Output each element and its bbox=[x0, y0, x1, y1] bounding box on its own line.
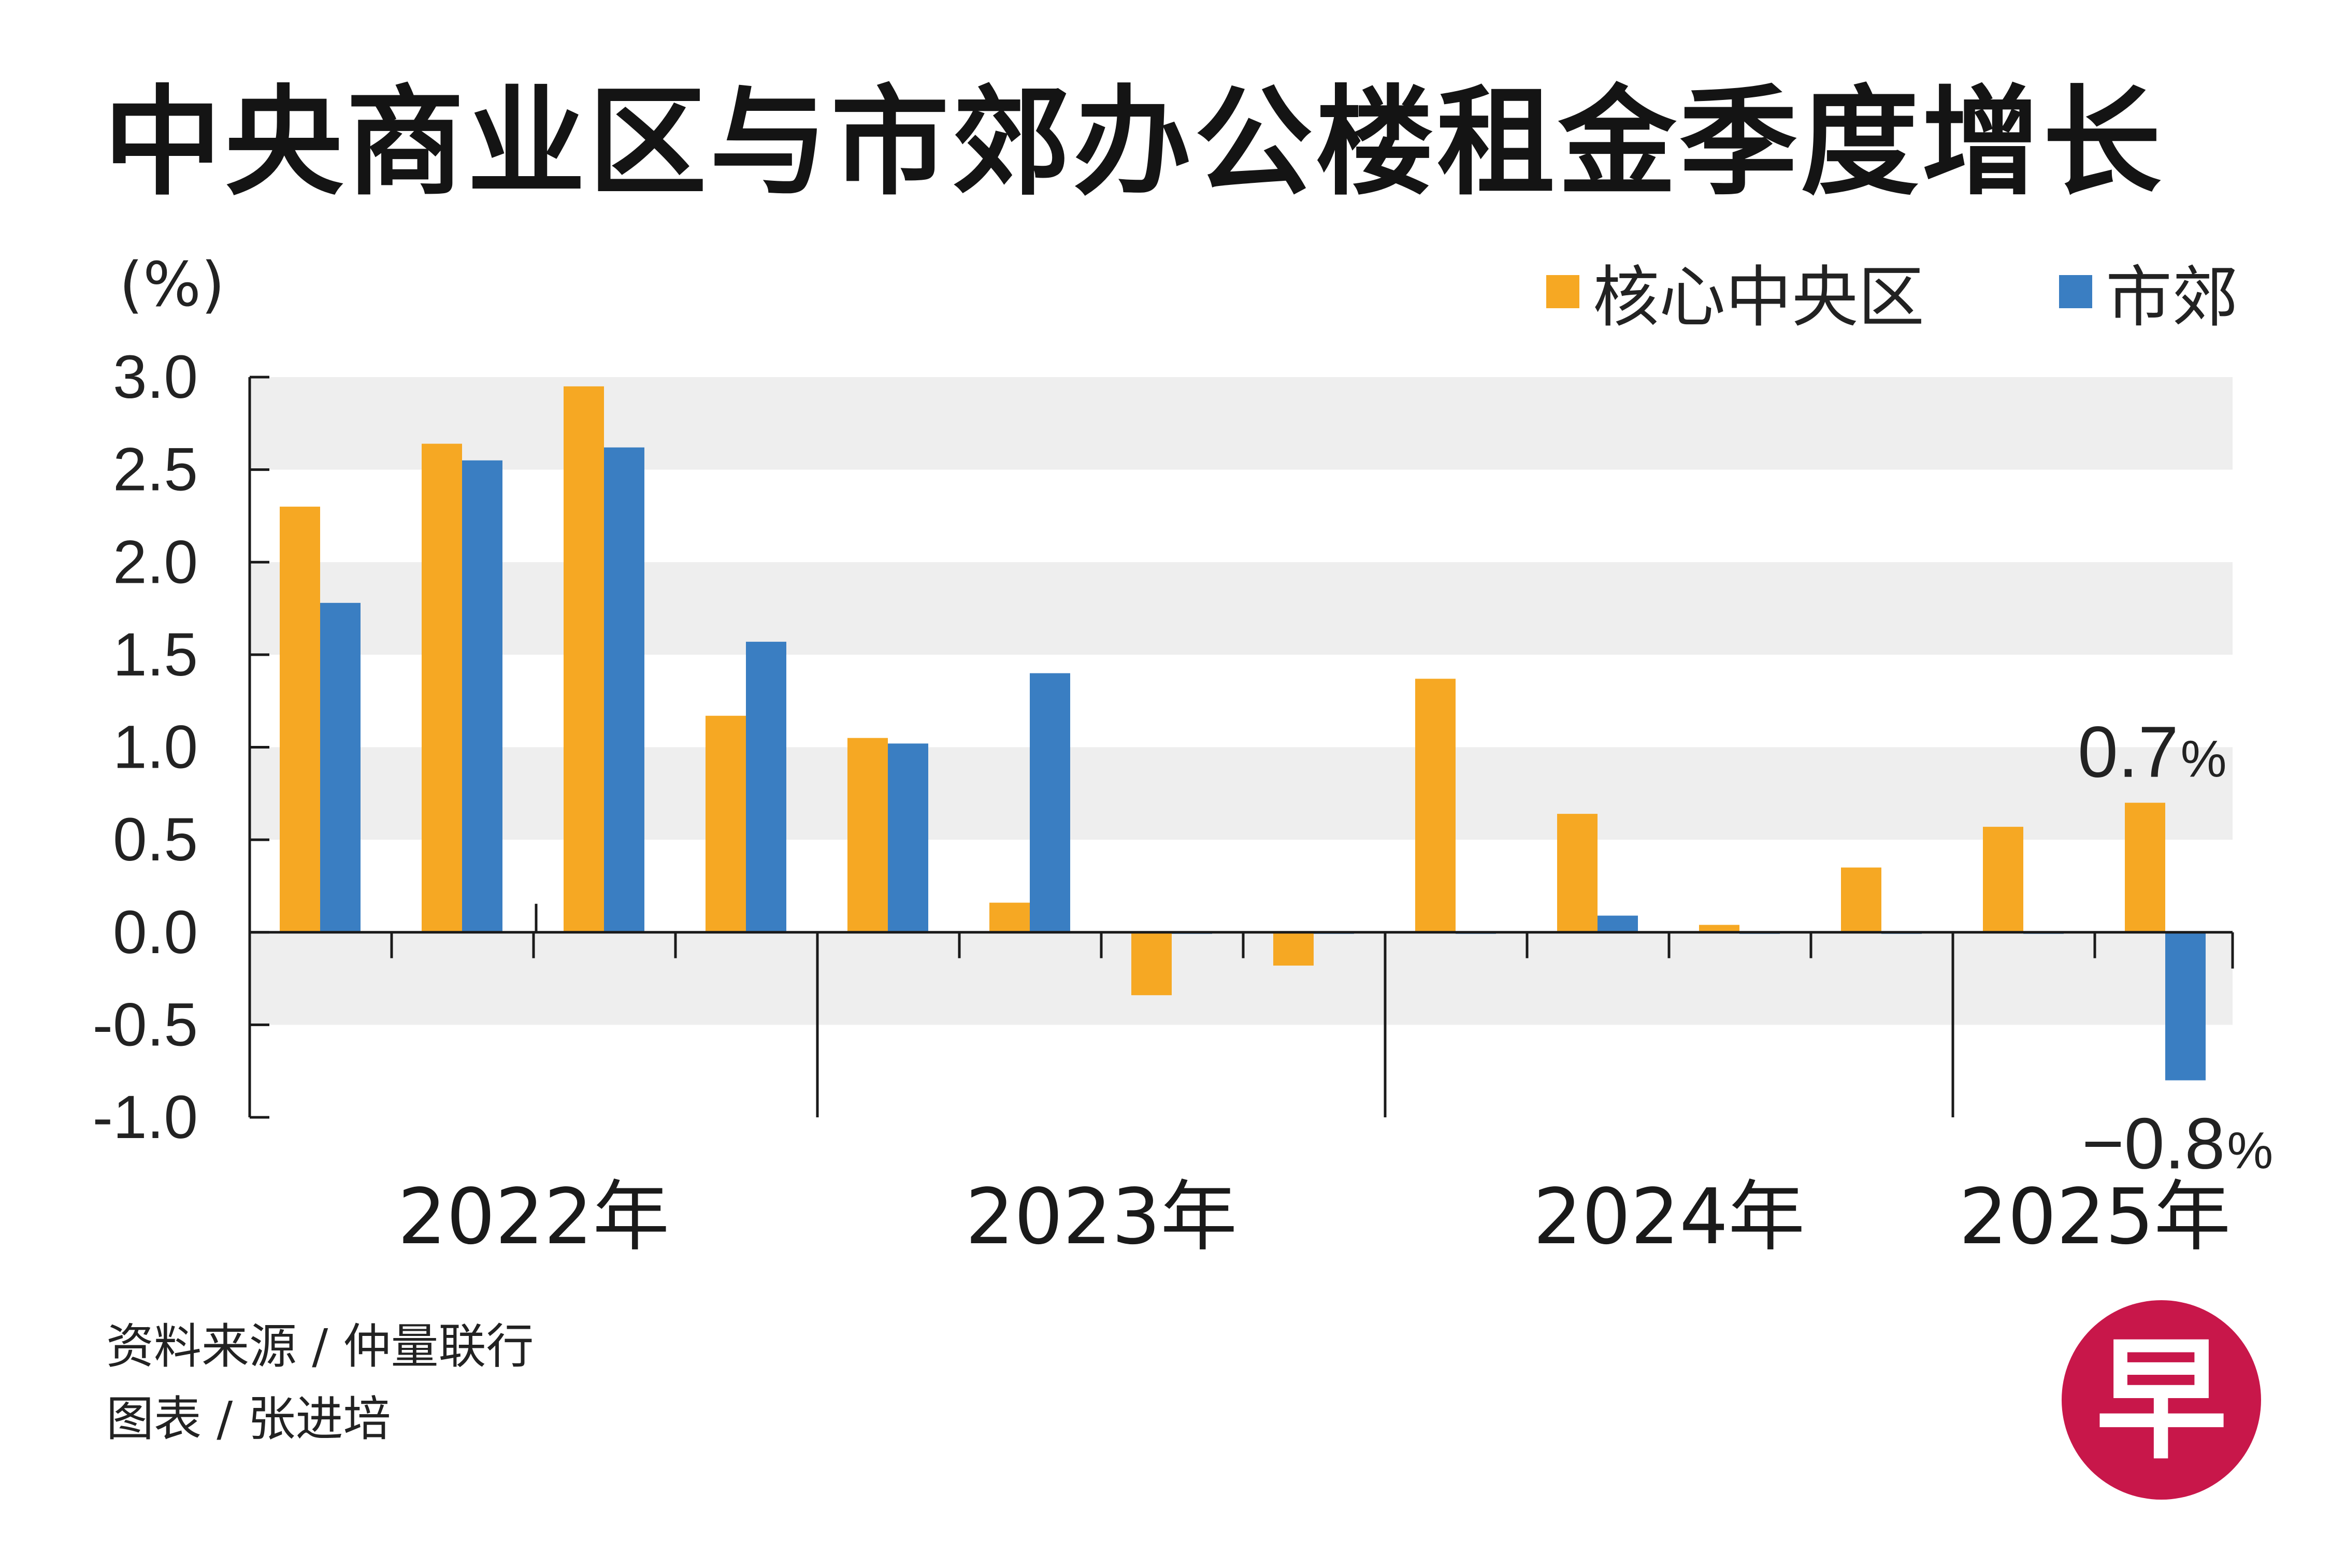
bar-cbd bbox=[564, 386, 604, 932]
grid-band bbox=[250, 747, 2233, 840]
bar-suburban bbox=[604, 447, 644, 932]
grid-band bbox=[250, 932, 2233, 1025]
legend-swatch-blue bbox=[2059, 275, 2092, 308]
bar-suburban bbox=[746, 641, 786, 932]
axes bbox=[248, 376, 2234, 1119]
y-tick-label: -0.5 bbox=[93, 990, 198, 1059]
zaobao-logo: 早 bbox=[2062, 1300, 2261, 1500]
bar-cbd bbox=[1415, 679, 1456, 932]
logo-character: 早 bbox=[2095, 1324, 2227, 1477]
y-tick-label: 0.5 bbox=[113, 805, 198, 874]
legend-swatch-orange bbox=[1546, 275, 1579, 308]
bar-suburban bbox=[1598, 915, 1638, 932]
year-label: 2024年 bbox=[1533, 1172, 1805, 1261]
bar-cbd bbox=[989, 902, 1030, 932]
bar-cbd bbox=[1557, 814, 1598, 932]
source-text: 资料来源 / 仲量联行 bbox=[106, 1319, 534, 1374]
bar-suburban bbox=[2165, 932, 2206, 1081]
annotation-value: 0.7 bbox=[2078, 711, 2179, 793]
y-axis-unit: (%) bbox=[119, 249, 225, 320]
legend-label-cbd: 核心中央区 bbox=[1593, 259, 1925, 336]
year-label: 2022年 bbox=[398, 1172, 670, 1261]
legend-item-suburban: 市郊 bbox=[2059, 243, 2238, 339]
grid-bands bbox=[250, 377, 2233, 1025]
bar-suburban bbox=[1030, 673, 1070, 932]
y-tick-label: -1.0 bbox=[93, 1083, 198, 1152]
annotation-value: −0.8 bbox=[2082, 1103, 2225, 1184]
bar-cbd bbox=[706, 715, 746, 932]
bars bbox=[280, 386, 2206, 1081]
bar-suburban bbox=[320, 602, 361, 932]
bar-cbd bbox=[2125, 802, 2165, 932]
axis-labels: 3.0 2.5 2.0 1.5 1.0 0.5 0.0 -0.5 -1.0 2022年 2023年 2… bbox=[93, 343, 2231, 1261]
y-tick-label: 2.0 bbox=[113, 528, 198, 596]
y-tick-label: 1.0 bbox=[113, 713, 198, 782]
logo-circle bbox=[2062, 1300, 2261, 1500]
y-tick-label: 3.0 bbox=[113, 343, 198, 411]
legend-label-suburban: 市郊 bbox=[2106, 259, 2239, 336]
grid-band bbox=[250, 377, 2233, 470]
bar-cbd bbox=[1273, 932, 1314, 966]
bar-cbd bbox=[280, 507, 320, 932]
year-label: 2025年 bbox=[1959, 1172, 2231, 1261]
chart-title: 中央商业区与市郊办公楼租金季度增长 bbox=[104, 74, 2164, 211]
grid-band bbox=[250, 562, 2233, 655]
y-tick-label: 1.5 bbox=[113, 621, 198, 689]
y-tick-label: 2.5 bbox=[113, 436, 198, 504]
year-label: 2023年 bbox=[966, 1172, 1238, 1261]
bar-suburban bbox=[462, 460, 502, 932]
annotation-percent: % bbox=[2227, 1122, 2273, 1180]
credit-text: 图表 / 张进培 bbox=[106, 1391, 391, 1447]
bar-cbd bbox=[1699, 925, 1739, 932]
bar-cbd bbox=[1983, 827, 2023, 932]
annotation-percent: % bbox=[2181, 730, 2227, 788]
annotations: 0.7 %−0.8% bbox=[2078, 711, 2273, 1184]
bar-suburban bbox=[888, 743, 928, 932]
y-tick-label: 0.0 bbox=[113, 898, 198, 967]
bar-cbd bbox=[1131, 932, 1172, 996]
legend-item-cbd: 核心中央区 bbox=[1546, 243, 1924, 339]
bar-cbd bbox=[847, 738, 888, 932]
bar-cbd bbox=[422, 443, 462, 932]
bar-cbd bbox=[1841, 867, 1881, 932]
